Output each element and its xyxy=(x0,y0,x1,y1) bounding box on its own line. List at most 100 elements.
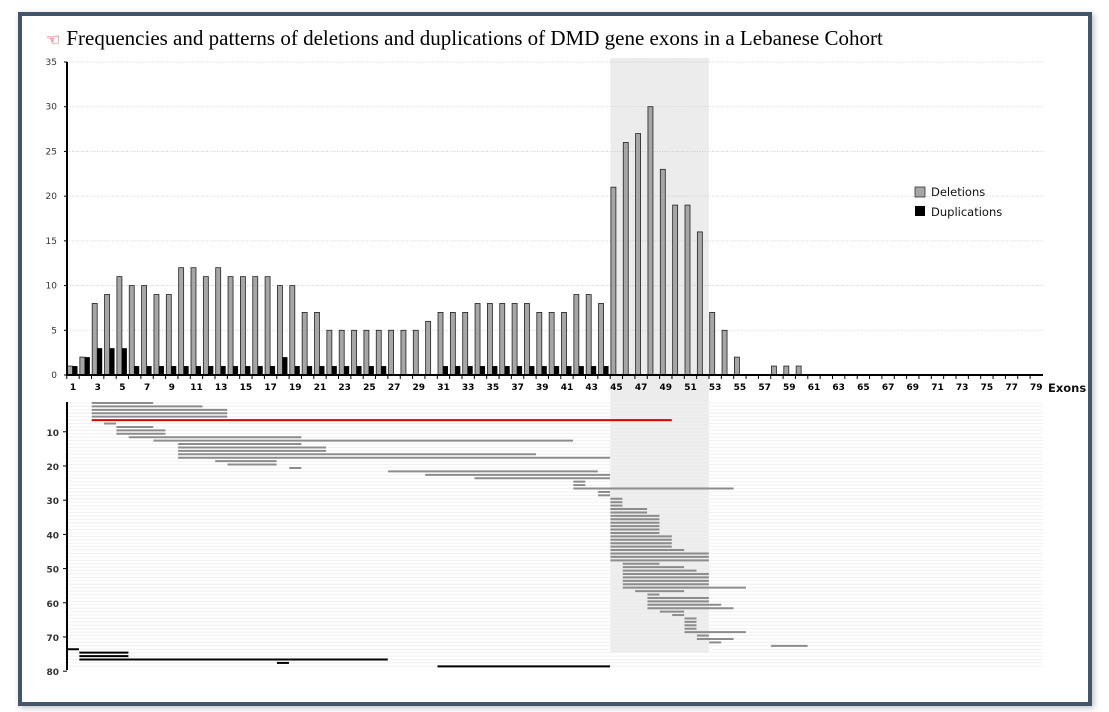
duplication-bar xyxy=(121,348,127,375)
x-tick-label: 61 xyxy=(808,383,821,393)
duplication-bar xyxy=(84,357,90,375)
duplication-bar xyxy=(208,366,214,375)
x-tick-label: 25 xyxy=(363,383,376,393)
patient-tick-label: 30 xyxy=(46,497,59,507)
x-tick-label: 15 xyxy=(240,383,253,393)
deletion-bar xyxy=(573,294,580,376)
x-tick-label: 23 xyxy=(338,383,351,393)
patient-tick-label: 60 xyxy=(46,600,59,610)
duplication-bar xyxy=(72,366,78,375)
y-tick-label: 25 xyxy=(46,147,57,157)
x-tick-label: 47 xyxy=(635,383,648,393)
deletion-bar xyxy=(684,204,691,376)
duplication-bar xyxy=(319,366,325,375)
deletion-bar xyxy=(721,329,728,376)
deletion-bar xyxy=(104,294,110,376)
x-tick-label: 33 xyxy=(462,383,475,393)
duplication-bar xyxy=(97,348,103,375)
pointing-hand-icon: ☜ xyxy=(46,32,61,49)
duplication-bar xyxy=(294,366,300,375)
duplication-bar xyxy=(196,366,201,375)
duplication-bar xyxy=(443,366,448,375)
duplication-bar xyxy=(356,366,362,375)
duplication-bar xyxy=(504,366,510,375)
legend-label-duplications: Duplications xyxy=(931,205,1002,219)
x-tick-label: 35 xyxy=(487,383,500,393)
duplication-bar xyxy=(158,366,164,375)
x-tick-label: 39 xyxy=(536,383,549,393)
patient-tick-label: 40 xyxy=(46,531,59,541)
y-tick-label: 10 xyxy=(46,282,58,292)
deletion-bar xyxy=(363,329,370,376)
duplication-bar xyxy=(109,348,115,375)
deletion-bar xyxy=(239,276,246,376)
x-tick-label: 71 xyxy=(931,383,944,393)
deletion-bar xyxy=(277,285,283,376)
figure-frame xyxy=(18,12,1092,706)
deletion-bar xyxy=(783,365,790,376)
legend-swatch-duplications xyxy=(915,206,925,216)
duplication-bar xyxy=(554,366,560,375)
y-tick-label: 0 xyxy=(51,371,57,381)
x-tick-label: 37 xyxy=(511,383,524,393)
deletion-bar xyxy=(301,311,308,376)
x-tick-label: 11 xyxy=(190,383,203,393)
deletion-bar xyxy=(449,311,456,376)
x-tick-label: 57 xyxy=(758,383,771,393)
x-tick-label: 75 xyxy=(981,383,994,393)
duplication-bar xyxy=(331,366,337,375)
x-tick-label: 65 xyxy=(857,383,870,393)
x-tick-label: 31 xyxy=(437,383,450,393)
deletion-bar xyxy=(165,294,172,376)
x-tick-label: 59 xyxy=(783,383,796,393)
x-tick-label: 45 xyxy=(610,383,623,393)
deletion-bar xyxy=(437,311,444,376)
deletion-bar xyxy=(696,231,703,376)
deletion-bar xyxy=(585,294,592,376)
deletion-bar xyxy=(153,294,160,376)
duplication-bar xyxy=(529,366,535,375)
deletion-bar xyxy=(598,303,604,376)
x-tick-label: 43 xyxy=(585,383,598,393)
duplication-bar xyxy=(270,366,276,375)
legend-label-deletions: Deletions xyxy=(931,185,985,199)
x-tick-label: 55 xyxy=(734,383,747,393)
deletion-bar xyxy=(190,267,197,376)
x-tick-label: 19 xyxy=(289,383,302,393)
deletion-bar xyxy=(647,106,654,376)
deletion-bar xyxy=(561,311,567,376)
duplication-bar xyxy=(467,366,473,375)
duplication-bar xyxy=(566,366,572,375)
deletion-bar xyxy=(338,329,345,376)
x-tick-label: 51 xyxy=(684,383,697,393)
deletion-bar xyxy=(672,204,679,376)
deletion-bar xyxy=(524,303,530,376)
duplication-bar xyxy=(368,366,374,375)
x-tick-label: 77 xyxy=(1005,383,1018,393)
y-tick-label: 5 xyxy=(51,326,57,336)
duplication-bar xyxy=(171,366,177,375)
deletion-bar xyxy=(795,365,802,376)
y-tick-label: 20 xyxy=(46,192,58,202)
deletion-bar xyxy=(388,329,395,376)
x-tick-label: 9 xyxy=(169,383,175,393)
duplication-bar xyxy=(591,366,597,375)
deletion-bar xyxy=(227,276,234,376)
deletion-bar xyxy=(264,276,271,376)
x-tick-label: 63 xyxy=(832,383,845,393)
duplication-bar xyxy=(541,366,547,375)
x-tick-label: 27 xyxy=(388,383,401,393)
x-tick-label: 49 xyxy=(660,383,673,393)
x-tick-label: 3 xyxy=(95,383,101,393)
x-tick-label: 29 xyxy=(413,383,426,393)
deletion-bar xyxy=(67,365,73,376)
x-tick-label: 1 xyxy=(70,383,76,393)
deletion-bar xyxy=(79,356,86,376)
patient-tick-label: 50 xyxy=(46,566,59,576)
duplication-bar xyxy=(480,366,486,375)
patient-tick-label: 70 xyxy=(46,634,59,644)
x-tick-label: 67 xyxy=(882,383,895,393)
duplication-bar xyxy=(344,366,350,375)
deletion-bar xyxy=(215,267,222,376)
